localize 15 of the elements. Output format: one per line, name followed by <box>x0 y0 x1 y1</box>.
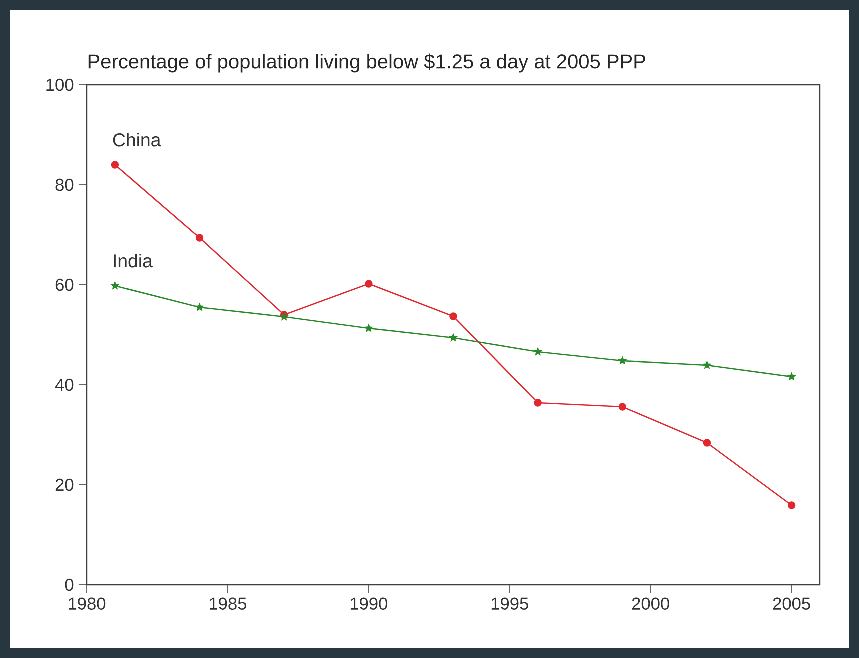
y-tick-label: 80 <box>56 178 74 192</box>
x-tick-label: 1990 <box>350 598 388 610</box>
chart-title: Percentage of population living below $1.25 a day at 2005 PPP <box>88 54 646 73</box>
x-tick-label: 2005 <box>773 598 810 610</box>
y-tick-label: 40 <box>55 378 74 392</box>
y-tick-label: 20 <box>56 478 74 492</box>
y-tick-label: 60 <box>56 278 74 292</box>
x-tick-label: 1985 <box>210 598 247 610</box>
x-tick-label: 1995 <box>492 598 528 610</box>
y-tick-label: 100 <box>46 78 74 92</box>
y-tick-label: 0 <box>65 578 74 592</box>
x-tick-label: 2000 <box>632 598 670 610</box>
series-label: India <box>114 254 153 268</box>
x-tick-label: 1980 <box>69 598 106 610</box>
series-label: China <box>113 133 162 147</box>
